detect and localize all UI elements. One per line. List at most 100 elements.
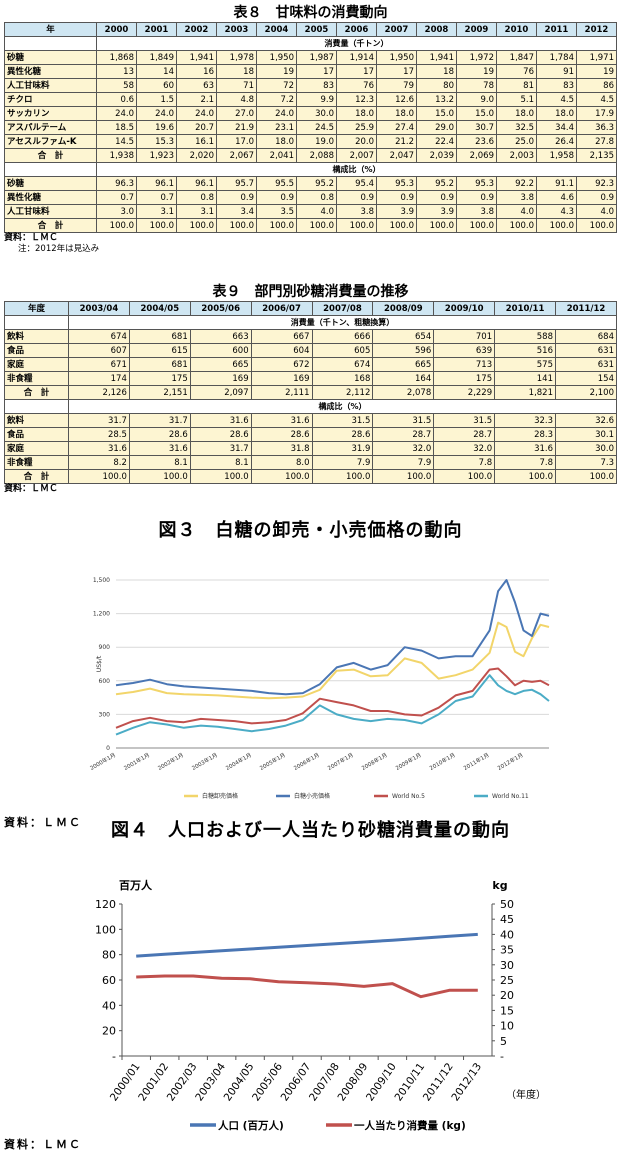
cell: 19 [256, 64, 297, 79]
cell: 1,987 [296, 50, 337, 65]
cell: 3.0 [96, 204, 137, 219]
table-row: 異性化糖 0.7 0.7 0.8 0.9 0.9 0.8 0.9 0.9 0.9 0.9 3.8 4.6… [4, 190, 617, 205]
cell: 631 [555, 357, 617, 372]
cell: 32.3 [494, 413, 556, 428]
year-header: 2007/08 [311, 301, 374, 316]
cell: 28.7 [433, 427, 496, 442]
y-tick-label-left: 20 [102, 1025, 116, 1038]
cell: 31.6 [128, 441, 191, 456]
series-line-1 [115, 579, 550, 696]
cell: 31.5 [433, 413, 496, 428]
cell: 164 [372, 371, 435, 386]
cell: 18.5 [96, 120, 137, 135]
x-tick-label: 2009年1月 [394, 751, 423, 772]
table9: 年度 2003/04 2004/05 2005/06 2006/07 2007/08 200… [4, 301, 617, 484]
cell: 2,067 [216, 148, 257, 163]
blank-cell [4, 399, 69, 414]
cell: 666 [311, 329, 374, 344]
cell: 7.9 [311, 455, 374, 470]
cell: 667 [250, 329, 313, 344]
cell: 7.2 [256, 92, 297, 107]
x-tick-label: 2008年1月 [360, 751, 389, 772]
cell: 2,007 [336, 148, 377, 163]
y-axis-label-left: 百万人 [119, 878, 153, 892]
year-header: 2009/10 [433, 301, 496, 316]
cell: 2,003 [496, 148, 537, 163]
cell: 27.8 [576, 134, 617, 149]
table-row: 家庭 671 681 665 672 674 665 713 575 631 [4, 357, 617, 372]
x-tick-label: 2007年1月 [326, 751, 355, 772]
cell: 3.1 [136, 204, 177, 219]
row-label: 砂糖 [4, 176, 97, 191]
cell: 34.4 [536, 120, 577, 135]
cell: 92.2 [496, 176, 537, 191]
y-tick-label-left: 100 [95, 923, 116, 936]
cell: 18.0 [256, 134, 297, 149]
cell: 8.1 [128, 455, 191, 470]
y-tick-label-right: 30 [500, 959, 514, 972]
figure4-chart: 百万人 kg - 20 40 60 80 100 120 - 5 10 15 20 25 30 35 40 45 50… [95, 878, 546, 1132]
cell: 3.8 [456, 204, 497, 219]
legend-label: World No.5 [392, 793, 425, 800]
section-row: 消費量（千トン、粗糖換算） [4, 315, 617, 330]
figure3-title: 図３ 白糖の卸売・小売価格の動向 [158, 520, 463, 541]
cell: 631 [555, 343, 617, 358]
cell: 28.3 [494, 427, 556, 442]
y-tick-label-right: 50 [500, 898, 514, 911]
table-row: 人工甘味料 58 60 63 71 72 83 76 79 80 78 81 83 86 [4, 78, 617, 93]
cell: 12.6 [376, 92, 417, 107]
cell: 28.7 [372, 427, 435, 442]
row-label: 非食糧 [4, 371, 69, 386]
cell: 26.4 [536, 134, 577, 149]
cell: 588 [494, 329, 556, 344]
cell: 16.1 [176, 134, 217, 149]
table9-source: 資料：ＬＭＣ [4, 484, 59, 494]
cell: 654 [372, 329, 435, 344]
cell: 25.9 [336, 120, 377, 135]
y-tick-label-left: - [112, 1050, 116, 1063]
cell: 2,069 [456, 148, 497, 163]
cell: 3.8 [336, 204, 377, 219]
cell: 674 [311, 357, 374, 372]
cell: 7.8 [433, 455, 496, 470]
y-tick-label-left: 80 [102, 949, 116, 962]
cell: 4.0 [576, 204, 617, 219]
cell: 1,868 [96, 50, 137, 65]
corner-cell: 年 [4, 22, 97, 37]
cell: 0.9 [576, 190, 617, 205]
year-header: 2001 [136, 22, 177, 37]
cell: 83 [296, 78, 337, 93]
cell: 19.0 [296, 134, 337, 149]
cell: 86 [576, 78, 617, 93]
cell: 76 [496, 64, 537, 79]
cell: 100.0 [496, 218, 537, 233]
cell: 95.7 [216, 176, 257, 191]
x-tick-label: 2004年1月 [224, 751, 253, 772]
cell: 1,950 [256, 50, 297, 65]
cell: 1,784 [536, 50, 577, 65]
y-tick-label: 900 [99, 644, 111, 651]
cell: 713 [433, 357, 496, 372]
cell: 60 [136, 78, 177, 93]
cell: 0.8 [176, 190, 217, 205]
cell: 4.0 [496, 204, 537, 219]
cell: 4.6 [536, 190, 577, 205]
year-header: 2006 [336, 22, 377, 37]
cell: 169 [189, 371, 252, 386]
x-tick-label: 2005年1月 [258, 751, 287, 772]
table-row: チクロ 0.6 1.5 2.1 4.8 7.2 9.9 12.3 12.6 13.2 9.0 5.1 4… [4, 92, 617, 107]
cell: 100.0 [68, 469, 130, 484]
table8-block: 表８ 甘味料の消費動向 年 2000 2001 2002 2003 2004 2005 200… [4, 4, 617, 255]
cell: 23.6 [456, 134, 497, 149]
cell: 17 [376, 64, 417, 79]
y-tick-label-right: 40 [500, 928, 514, 941]
year-header: 2008/09 [372, 301, 435, 316]
cell: 100.0 [433, 469, 496, 484]
total-label: 合 計 [4, 148, 97, 163]
cell: 4.8 [216, 92, 257, 107]
cell: 2,111 [250, 385, 313, 400]
cell: 36.3 [576, 120, 617, 135]
cell: 28.6 [128, 427, 191, 442]
x-tick-label: 2003年1月 [190, 751, 219, 772]
cell: 2,088 [296, 148, 337, 163]
